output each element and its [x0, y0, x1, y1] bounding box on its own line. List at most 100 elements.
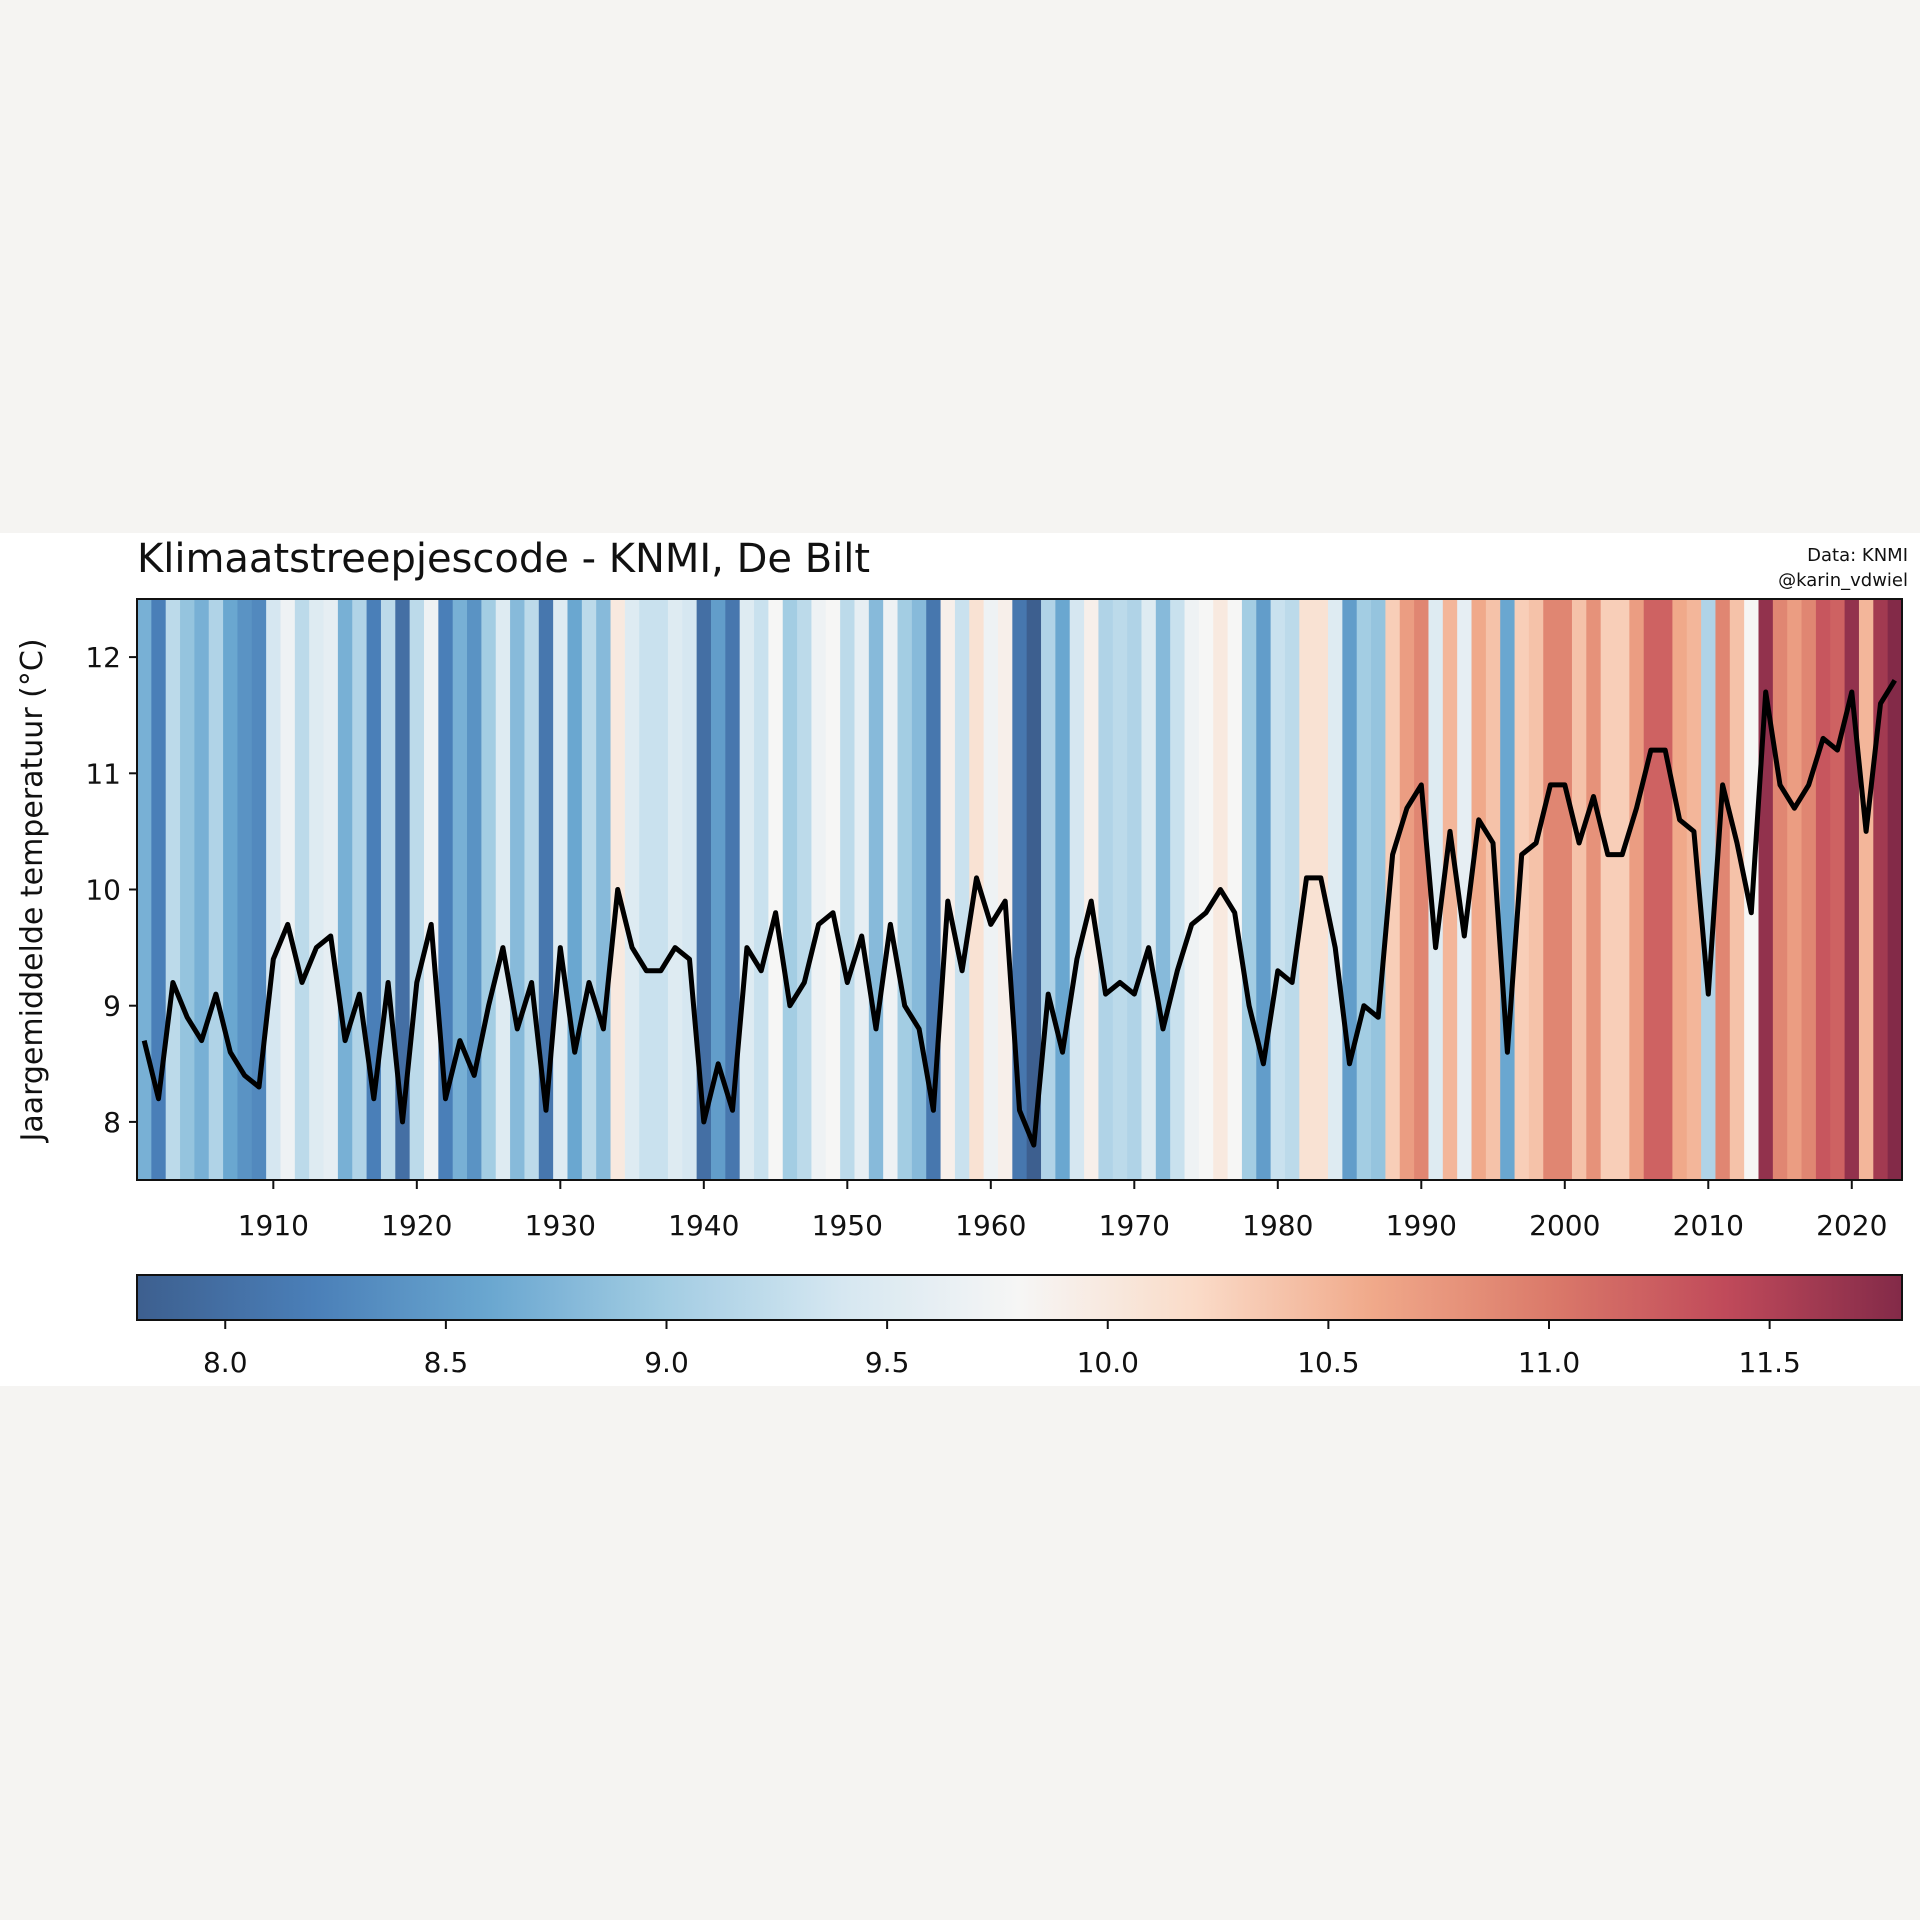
stripe-2020	[1844, 599, 1860, 1180]
stripe-1939	[682, 599, 698, 1180]
temperature-line	[141, 678, 1897, 1148]
stripe-1904	[180, 599, 195, 1180]
stripe-1917	[366, 599, 382, 1180]
stripe-1926	[495, 599, 511, 1180]
credit-data-source: Data: KNMI	[1807, 545, 1908, 566]
stripe-1992	[1442, 599, 1458, 1180]
y-tick-label: 9	[103, 990, 121, 1023]
stripe-1963	[1026, 599, 1042, 1180]
colorbar	[136, 1274, 1903, 1321]
stripe-2010	[1701, 599, 1717, 1180]
stripe-1932	[581, 599, 597, 1180]
stripe-1916	[352, 599, 368, 1180]
stripe-1955	[911, 599, 927, 1180]
stripe-1960	[983, 599, 999, 1180]
stripe-1923	[452, 599, 468, 1180]
stripe-2011	[1715, 599, 1731, 1180]
x-tick-label: 1950	[812, 1209, 883, 1242]
stripe-1995	[1485, 599, 1501, 1180]
colorbar-axis: 8.0 8.5 9.0 9.5 10.0 10.5 11.0 11.5	[203, 1320, 1801, 1379]
stripe-2017	[1801, 599, 1817, 1180]
stripe-1925	[481, 599, 497, 1180]
colorbar-tick-label: 11.0	[1518, 1346, 1580, 1379]
stripe-2022	[1873, 599, 1889, 1180]
stripe-2015	[1772, 599, 1788, 1180]
stripe-1978	[1241, 599, 1257, 1180]
stripe-2002	[1586, 599, 1602, 1180]
stripe-1970	[1127, 599, 1143, 1180]
stripe-1974	[1184, 599, 1200, 1180]
stripe-1957	[940, 599, 956, 1180]
colorbar-tick-label: 10.5	[1297, 1346, 1359, 1379]
colorbar-tick-label: 9.5	[865, 1346, 910, 1379]
stripes-layer	[137, 599, 1903, 1180]
stripe-2016	[1787, 599, 1803, 1180]
stripe-1927	[510, 599, 526, 1180]
stripe-1929	[538, 599, 554, 1180]
stripe-1965	[1055, 599, 1071, 1180]
stripe-2003	[1600, 599, 1616, 1180]
stripe-1918	[380, 599, 396, 1180]
stripe-1946	[782, 599, 798, 1180]
colorbar-tick-label: 10.0	[1077, 1346, 1139, 1379]
stripe-1938	[667, 599, 683, 1180]
stripe-1971	[1141, 599, 1157, 1180]
stripe-1913	[309, 599, 325, 1180]
stripe-1941	[710, 599, 726, 1180]
x-tick-label: 1940	[668, 1209, 739, 1242]
stripe-1949	[825, 599, 841, 1180]
stripe-1947	[797, 599, 813, 1180]
stripe-1997	[1514, 599, 1530, 1180]
stripe-1924	[467, 599, 482, 1180]
stripe-1919	[395, 599, 411, 1180]
stripe-1902	[151, 599, 167, 1180]
stripe-1977	[1227, 599, 1243, 1180]
stripe-1967	[1084, 599, 1100, 1180]
colorbar-tick-label: 9.0	[644, 1346, 689, 1379]
stripe-1953	[883, 599, 899, 1180]
stripe-2014	[1758, 599, 1774, 1180]
y-tick-label: 12	[85, 641, 121, 674]
x-axis: 1910 1920 1930 1940 1950 1960 1970 1980 1990 2000…	[238, 1180, 1887, 1242]
stripe-1990	[1414, 599, 1430, 1180]
chart-title: Klimaatstreepjescode - KNMI, De Bilt	[137, 536, 870, 582]
stripe-1908	[237, 599, 253, 1180]
stripe-1903	[165, 599, 181, 1180]
colorbar-tick-label: 8.5	[424, 1346, 469, 1379]
stripe-1994	[1471, 599, 1487, 1180]
stripe-1942	[725, 599, 741, 1180]
colorbar-tick-label: 8.0	[203, 1346, 248, 1379]
stripe-2019	[1830, 599, 1846, 1180]
stripe-2001	[1571, 599, 1587, 1180]
stripe-1979	[1256, 599, 1272, 1180]
y-tick-label: 8	[103, 1106, 121, 1139]
x-tick-label: 2020	[1816, 1209, 1887, 1242]
stripe-1901	[137, 599, 152, 1180]
y-tick-label: 11	[85, 757, 121, 790]
stripe-1948	[811, 599, 827, 1180]
stripe-1968	[1098, 599, 1114, 1180]
y-axis-label: Jaargemiddelde temperatuur (°C)	[15, 638, 50, 1143]
stripe-1906	[208, 599, 224, 1180]
x-tick-label: 1970	[1099, 1209, 1170, 1242]
stripe-1914	[323, 599, 339, 1180]
stripe-2008	[1672, 599, 1688, 1180]
stripe-1943	[739, 599, 755, 1180]
stripe-1935	[624, 599, 640, 1180]
stripe-1951	[854, 599, 870, 1180]
stripe-1985	[1342, 599, 1358, 1180]
stripe-1999	[1543, 599, 1559, 1180]
x-tick-label: 2000	[1529, 1209, 1600, 1242]
x-tick-label: 1990	[1386, 1209, 1457, 1242]
stripe-1950	[840, 599, 856, 1180]
y-tick-label: 10	[85, 874, 121, 907]
stripe-2000	[1557, 599, 1573, 1180]
stripe-1930	[553, 599, 569, 1180]
x-tick-label: 2010	[1673, 1209, 1744, 1242]
stripe-1933	[596, 599, 612, 1180]
x-tick-label: 1930	[525, 1209, 596, 1242]
x-tick-label: 1980	[1242, 1209, 1313, 1242]
stripe-2004	[1615, 599, 1630, 1180]
stripe-1973	[1170, 599, 1186, 1180]
